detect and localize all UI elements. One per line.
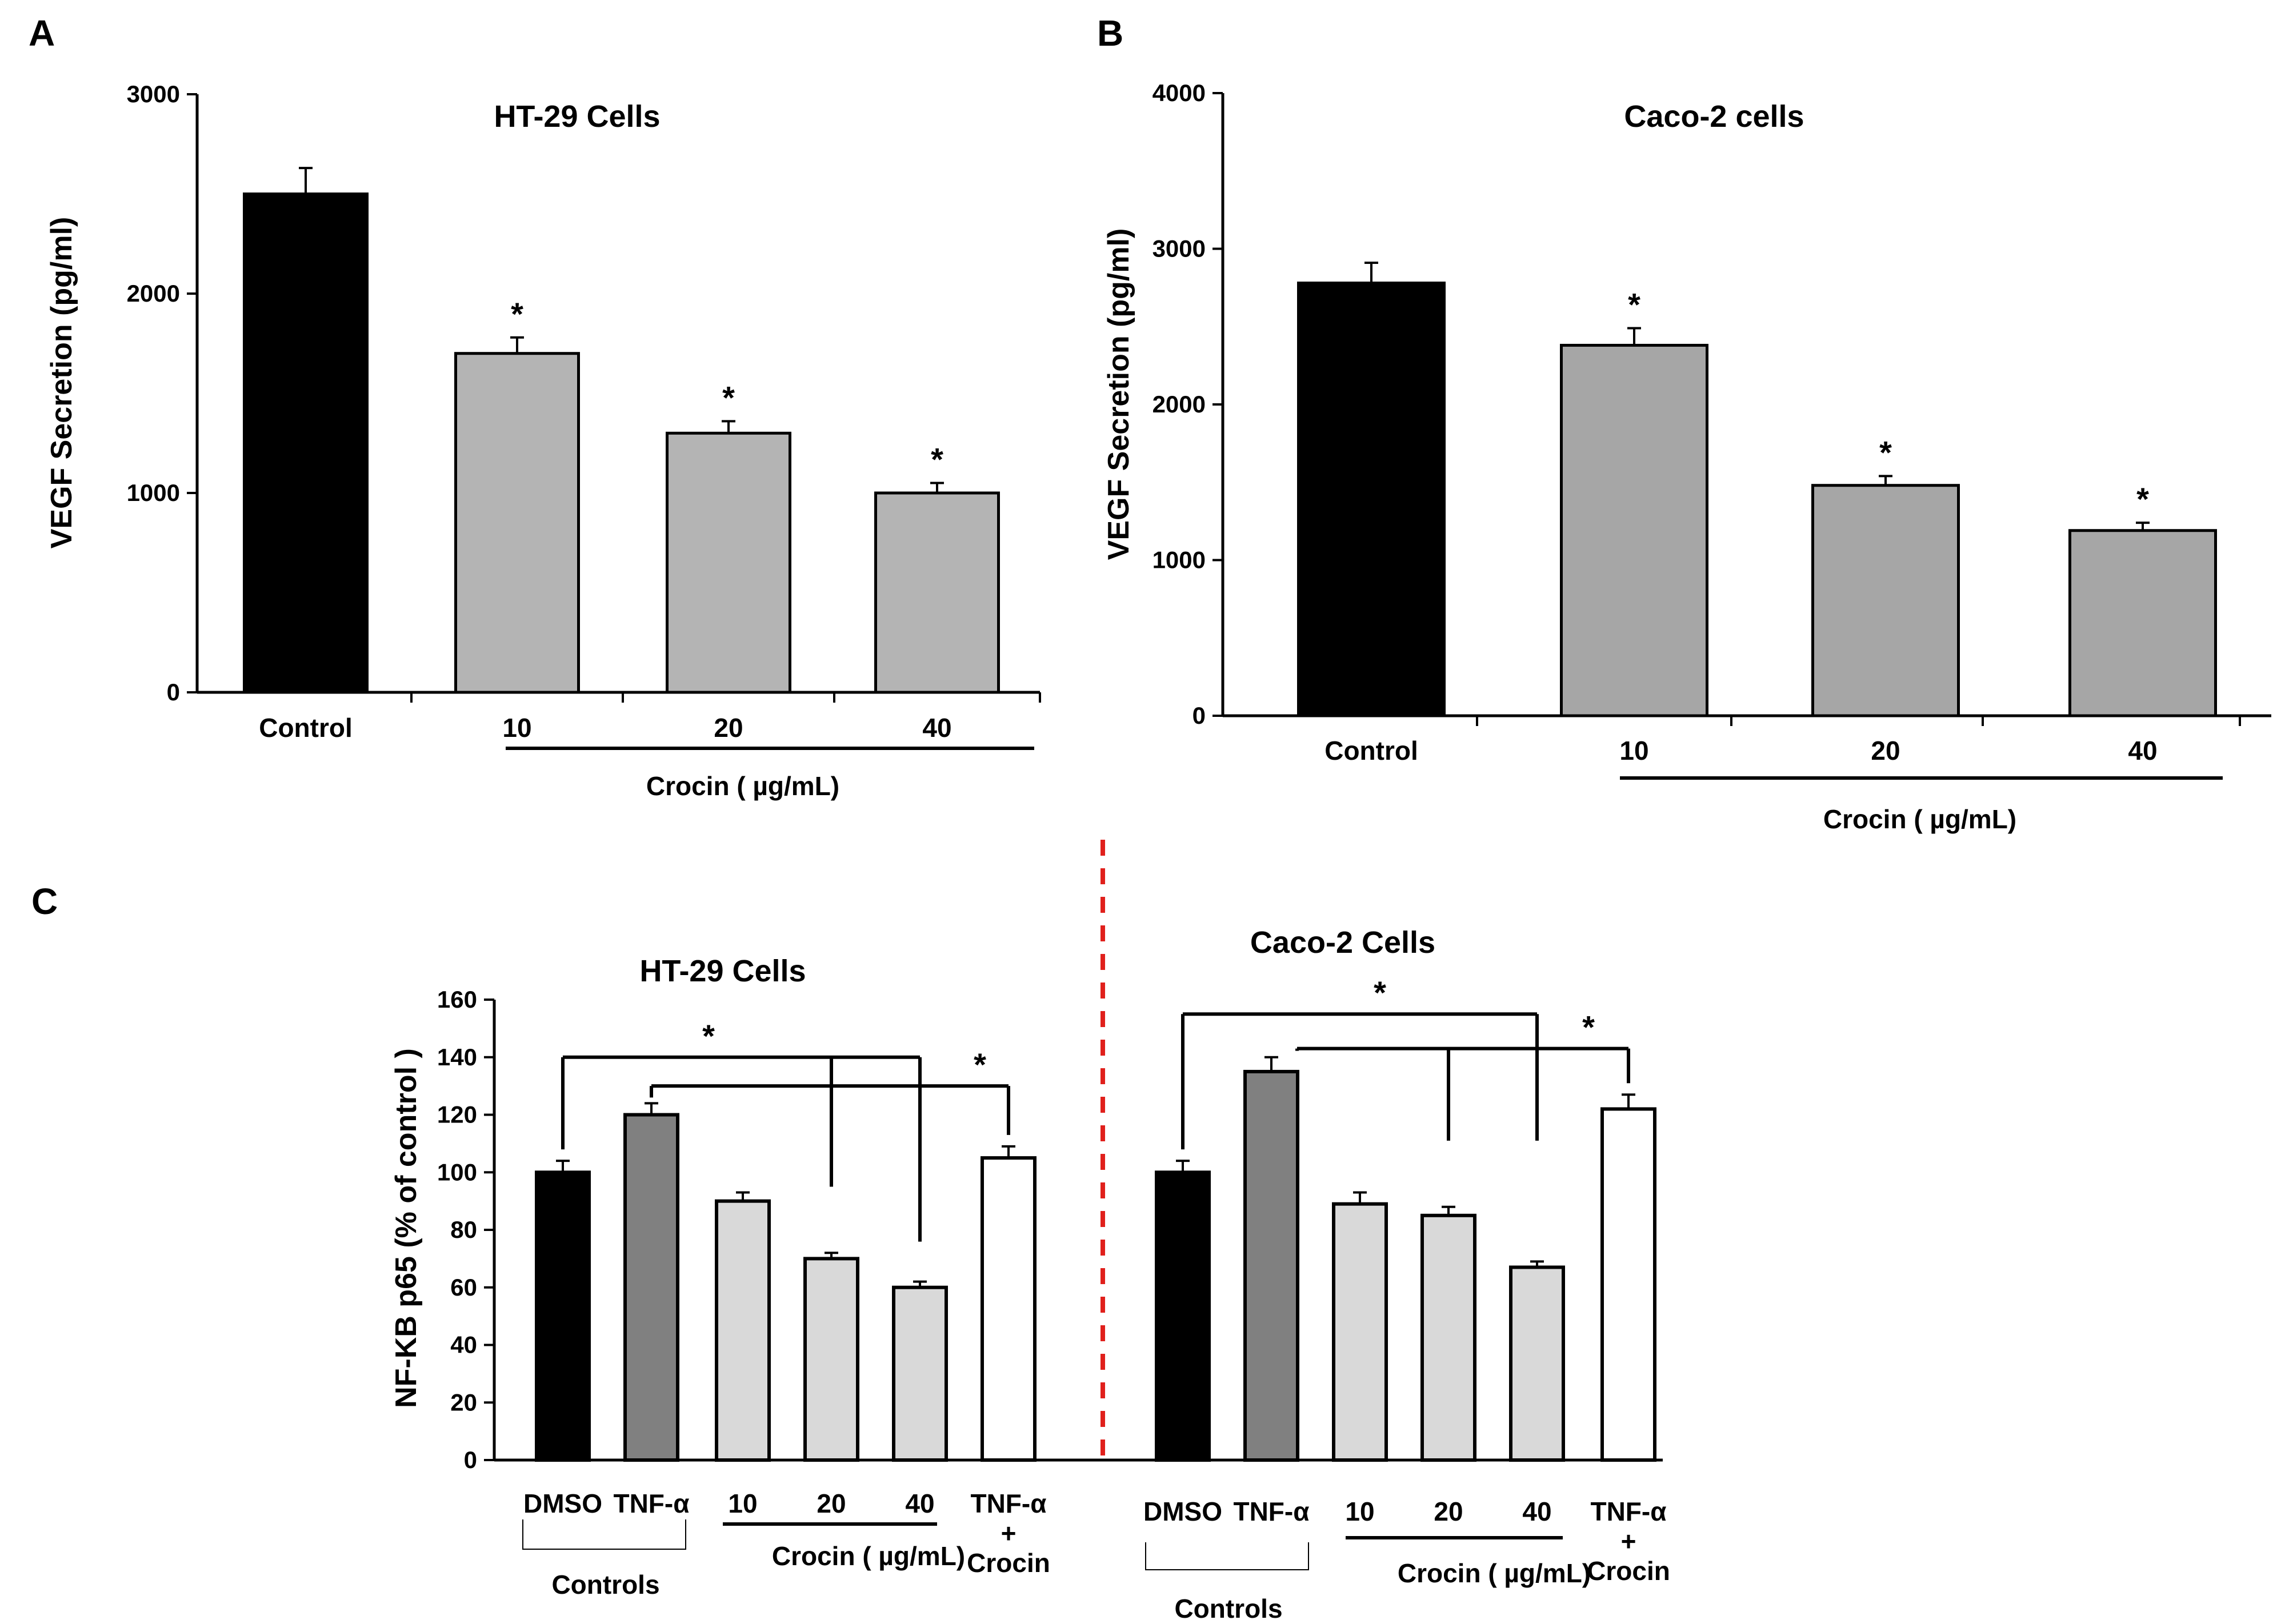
chart-a-title: HT-29 Cells bbox=[494, 99, 660, 134]
chart-c-caco2-category-label: TNF-α + Crocin bbox=[1587, 1497, 1670, 1586]
chart-a-category-label: 40 bbox=[922, 713, 951, 743]
chart-c-caco2-category-label: 20 bbox=[1434, 1497, 1463, 1526]
chart-c-caco2-bar bbox=[1332, 1202, 1388, 1462]
chart-c-y-tick-label: 100 bbox=[437, 1158, 477, 1185]
chart-a-category-label: Control bbox=[259, 713, 353, 743]
chart-c-ylabel: NF-KB p65 (% of control ) bbox=[390, 1048, 423, 1408]
chart-a-y-tick-label: 1000 bbox=[127, 479, 180, 506]
chart-c-y-tick-label: 0 bbox=[464, 1446, 477, 1473]
chart-b-bar bbox=[1297, 281, 1446, 717]
chart-a-category-label: 20 bbox=[714, 713, 743, 743]
chart-b-y-tick-label: 4000 bbox=[1152, 79, 1206, 106]
chart-c-caco2-bar bbox=[1600, 1107, 1656, 1462]
chart-a-y-tick-label: 3000 bbox=[127, 81, 180, 107]
chart-b-title: Caco-2 cells bbox=[1624, 99, 1804, 134]
chart-b-y-tick-label: 1000 bbox=[1152, 547, 1206, 574]
chart-c-ht29-sig2-bracket-star: * bbox=[974, 1046, 986, 1082]
chart-c-caco2-category-label: DMSO bbox=[1143, 1497, 1222, 1526]
chart-c-title-caco2: Caco-2 Cells bbox=[1250, 925, 1435, 960]
chart-b-ylabel: VEGF Secretion (pg/ml) bbox=[1102, 228, 1135, 560]
chart-a-significance-star: * bbox=[722, 379, 735, 415]
chart-c-controls-label-caco2: Controls bbox=[1174, 1594, 1282, 1623]
chart-a-bar bbox=[454, 352, 580, 694]
chart-b-bar bbox=[1560, 343, 1708, 717]
chart-c-controls-label-ht29: Controls bbox=[551, 1570, 659, 1599]
chart-c-caco2-bar bbox=[1420, 1213, 1476, 1462]
chart-c-y-tick-label: 120 bbox=[437, 1101, 477, 1128]
chart-c-caco2-bar bbox=[1155, 1170, 1211, 1462]
chart-b-significance-star: * bbox=[1879, 434, 1892, 470]
chart-b-significance-star: * bbox=[2136, 481, 2149, 517]
chart-c-caco2-category-label: TNF-α bbox=[1233, 1497, 1309, 1526]
chart-b-bar bbox=[1811, 484, 1960, 717]
chart-a-bar bbox=[666, 431, 791, 694]
chart-c-ht29-category-label: TNF-α bbox=[613, 1489, 689, 1518]
chart-b-bar bbox=[2068, 529, 2217, 717]
chart-a-bar bbox=[874, 491, 1000, 694]
chart-c-y-tick-label: 80 bbox=[450, 1216, 477, 1243]
chart-b-significance-star: * bbox=[1628, 286, 1640, 322]
chart-b-category-label: 40 bbox=[2128, 736, 2157, 765]
panel-letter-b: B bbox=[1097, 13, 1123, 54]
chart-c-ht29-category-label: 10 bbox=[728, 1489, 757, 1518]
chart-b-y-tick-label: 0 bbox=[1192, 702, 1206, 729]
chart-c-controls-bracket-ht29 bbox=[522, 1519, 686, 1550]
chart-a-significance-star: * bbox=[931, 442, 943, 478]
chart-a-y-tick-label: 0 bbox=[167, 679, 180, 705]
chart-b-group-label: Crocin ( µg/mL) bbox=[1823, 804, 2016, 834]
chart-c-ht29-category-label: DMSO bbox=[523, 1489, 602, 1518]
chart-c-y-tick-label: 20 bbox=[450, 1389, 477, 1416]
chart-a-bar bbox=[243, 193, 369, 694]
chart-c-caco2-bar bbox=[1509, 1265, 1565, 1462]
chart-a-group-label: Crocin ( µg/mL) bbox=[646, 771, 839, 801]
chart-c-ht29-bar bbox=[535, 1170, 591, 1462]
chart-c-ht29-bar bbox=[715, 1199, 771, 1462]
chart-c-ht29-bar bbox=[981, 1156, 1037, 1462]
chart-c-y-tick-label: 60 bbox=[450, 1274, 477, 1301]
chart-a-category-label: 10 bbox=[502, 713, 531, 743]
chart-c-caco2-bar bbox=[1243, 1069, 1299, 1462]
panel-letter-a: A bbox=[29, 13, 55, 54]
chart-a-significance-star: * bbox=[511, 296, 523, 332]
chart-b-category-label: 20 bbox=[1871, 736, 1900, 765]
panel-letter-c: C bbox=[31, 881, 58, 922]
chart-c-ht29-bar bbox=[623, 1113, 679, 1462]
chart-c-ht29-sig1-bracket-star: * bbox=[702, 1018, 715, 1054]
chart-a: 0 1000 2000 3000 Control * 10 * 20 * 40 bbox=[127, 81, 1041, 743]
chart-c-caco2-category-label: 40 bbox=[1522, 1497, 1551, 1526]
chart-b-category-label: 10 bbox=[1619, 736, 1648, 765]
chart-c-y-tick-label: 40 bbox=[450, 1332, 477, 1358]
chart-c-ht29-category-label: TNF-α + Crocin bbox=[967, 1489, 1050, 1578]
chart-c-ht29-bar bbox=[803, 1257, 859, 1462]
chart-c: 0 20 40 60 80 100 120 140 160 DMSO TNF-α 10 20 40 TNF-… bbox=[437, 975, 1670, 1586]
chart-c-controls-bracket-caco2 bbox=[1145, 1542, 1309, 1570]
chart-c-ht29-category-label: 20 bbox=[817, 1489, 846, 1518]
chart-c-y-tick-label: 140 bbox=[437, 1044, 477, 1070]
chart-c-caco2-sig1-bracket-star: * bbox=[1374, 975, 1386, 1011]
chart-c-caco2-category-label: 10 bbox=[1345, 1497, 1374, 1526]
chart-c-group-label-ht29: Crocin ( µg/mL) bbox=[772, 1541, 965, 1571]
chart-c-ht29-category-label: 40 bbox=[905, 1489, 934, 1518]
chart-a-y-tick-label: 2000 bbox=[127, 280, 180, 307]
chart-c-y-tick-label: 160 bbox=[437, 986, 477, 1013]
chart-a-ylabel: VEGF Secretion (pg/ml) bbox=[45, 217, 78, 549]
chart-b: 0 1000 2000 3000 4000 Control * 10 * 20 * 40 bbox=[1152, 79, 2271, 765]
chart-b-y-tick-label: 2000 bbox=[1152, 391, 1206, 418]
chart-c-caco2-sig2-bracket-star: * bbox=[1582, 1009, 1595, 1045]
chart-c-group-label-caco2: Crocin ( µg/mL) bbox=[1398, 1558, 1591, 1588]
chart-c-title-ht29: HT-29 Cells bbox=[639, 954, 806, 988]
chart-b-category-label: Control bbox=[1324, 736, 1418, 765]
chart-c-ht29-bar bbox=[892, 1285, 948, 1462]
chart-b-y-tick-label: 3000 bbox=[1152, 235, 1206, 262]
